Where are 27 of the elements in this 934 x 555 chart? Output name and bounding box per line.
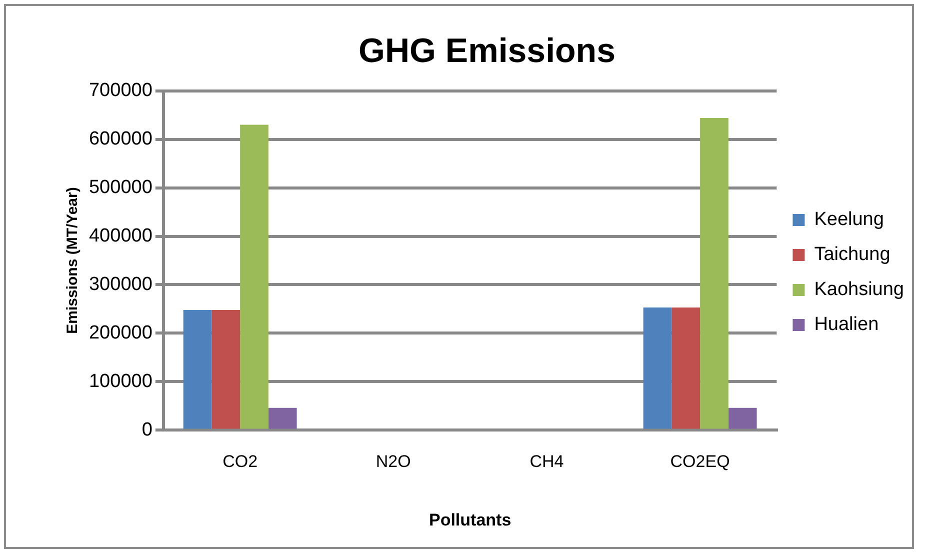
x-tick-label: CO2EQ — [670, 452, 730, 472]
bar — [240, 124, 268, 429]
bar — [643, 308, 672, 429]
y-tick-label: 700000 — [88, 80, 152, 102]
y-tick-label: 400000 — [88, 225, 152, 246]
y-tick-label: 100000 — [88, 370, 152, 392]
legend-label: Keelung — [814, 209, 884, 230]
y-tick-label: 300000 — [88, 274, 152, 295]
x-axis-title: Pollutants — [428, 510, 512, 530]
legend-label: Hualien — [814, 314, 879, 336]
y-axis-title: Emissions (MT/Year) — [64, 187, 82, 334]
x-tick-label: N2O — [376, 452, 411, 472]
bar — [212, 310, 240, 429]
bar — [268, 408, 297, 429]
x-tick-label: CO2 — [222, 452, 258, 472]
y-tick-label: 200000 — [88, 322, 152, 344]
legend-label: Kaohsiung — [814, 279, 904, 300]
bar — [728, 408, 757, 429]
chart-title: GHG Emissions — [358, 32, 616, 70]
y-tick-label: 500000 — [88, 177, 152, 198]
bar — [700, 118, 728, 429]
y-tick-label: 0 — [142, 419, 152, 440]
bar — [183, 310, 212, 429]
y-tick-label: 600000 — [88, 128, 152, 150]
x-tick-label: CH4 — [530, 452, 564, 472]
bar — [672, 308, 700, 429]
legend-label: Taichung — [814, 244, 890, 266]
